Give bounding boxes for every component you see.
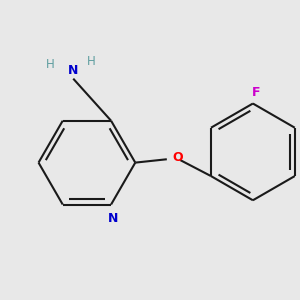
Text: H: H <box>46 58 55 71</box>
Text: H: H <box>86 55 95 68</box>
Text: O: O <box>172 151 183 164</box>
Text: F: F <box>252 86 260 99</box>
Text: N: N <box>108 212 119 225</box>
Text: N: N <box>68 64 78 76</box>
